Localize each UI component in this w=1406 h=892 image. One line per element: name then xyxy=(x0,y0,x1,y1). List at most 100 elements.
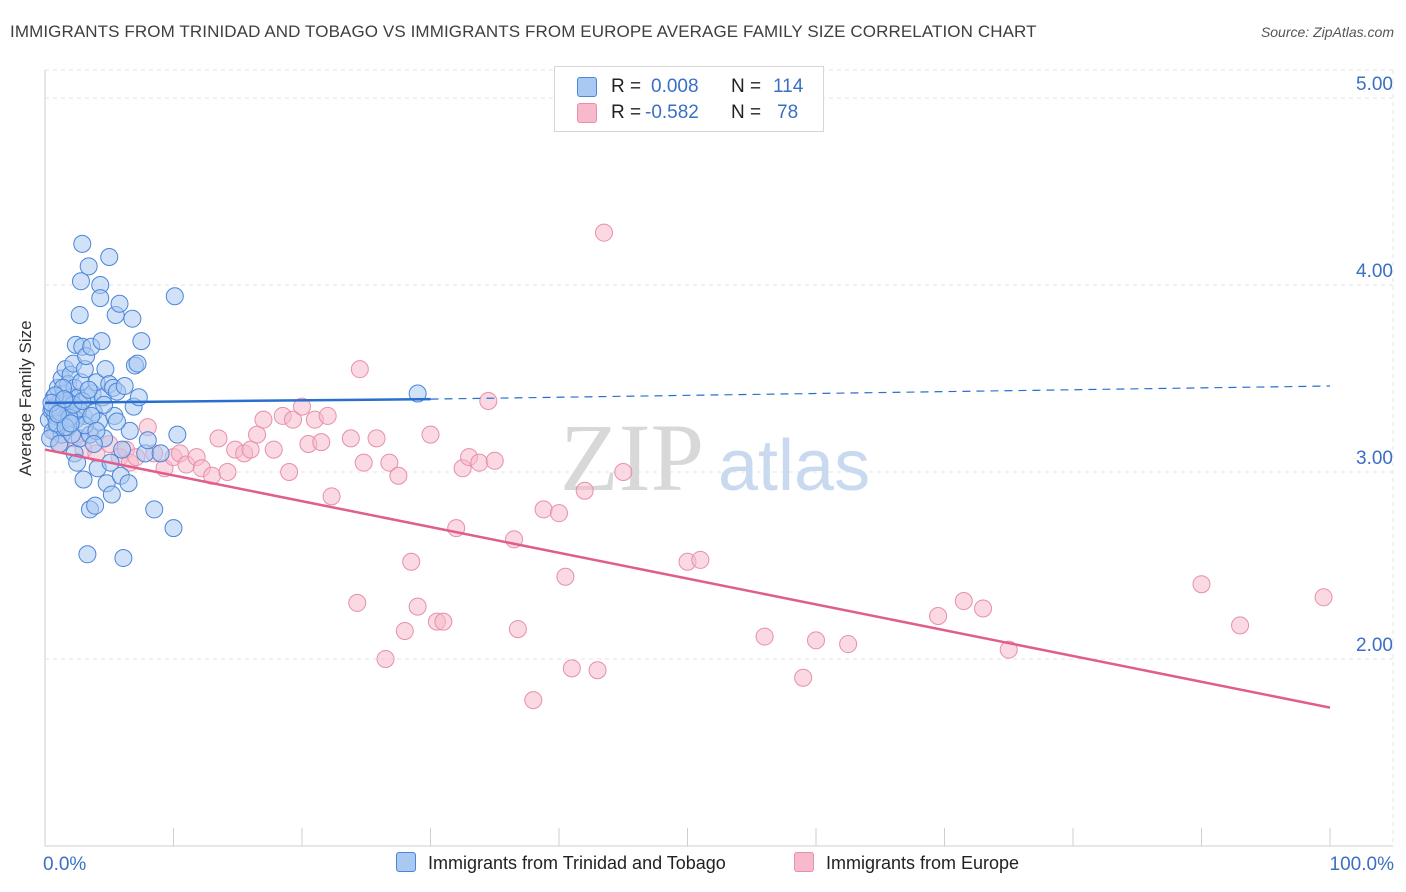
europe-point xyxy=(485,451,504,470)
trinidad-point xyxy=(68,453,87,472)
trinidad-point xyxy=(73,234,92,253)
trinidad-point xyxy=(84,434,103,453)
trinidad-point xyxy=(132,332,151,351)
europe-point xyxy=(614,463,633,482)
europe-point xyxy=(348,593,367,612)
europe-points xyxy=(46,223,1333,710)
europe-point xyxy=(588,661,607,680)
europe-point xyxy=(318,406,337,425)
trinidad-points xyxy=(39,234,427,568)
legend-r-label: R = xyxy=(611,76,642,97)
europe-point xyxy=(954,592,973,611)
europe-point xyxy=(562,659,581,678)
europe-point xyxy=(974,599,993,618)
correlation-legend: R = 0.008 N = 114 R = -0.582 N = 78 xyxy=(554,66,824,132)
europe-point xyxy=(402,552,421,571)
trinidad-point xyxy=(61,414,80,433)
europe-point xyxy=(284,410,303,429)
europe-point xyxy=(524,691,543,710)
legend-n-value: 78 xyxy=(777,102,799,123)
europe-point xyxy=(421,425,440,444)
europe-point xyxy=(209,429,228,448)
trinidad-point xyxy=(48,405,67,424)
trinidad-point xyxy=(79,257,98,276)
europe-point xyxy=(350,360,369,379)
europe-point xyxy=(293,397,311,416)
y-tick-label: 4.00 xyxy=(1356,261,1393,282)
europe-point xyxy=(395,621,414,640)
legend-r-value: 0.008 xyxy=(651,76,699,97)
trinidad-point xyxy=(128,354,147,373)
europe-point xyxy=(376,650,395,669)
europe-point xyxy=(839,635,858,654)
trinidad-point xyxy=(115,377,134,396)
axes-layer xyxy=(44,70,1393,847)
europe-point xyxy=(434,612,453,631)
europe-point xyxy=(408,597,427,616)
trinidad-point xyxy=(70,305,89,324)
trinidad-point xyxy=(74,470,93,489)
legend-n-label: N = xyxy=(731,76,762,97)
europe-point xyxy=(218,463,237,482)
grid-layer xyxy=(45,69,1394,846)
legend-swatch-blue xyxy=(577,77,597,97)
legend-r-label: R = xyxy=(611,102,642,123)
europe-point xyxy=(807,631,825,650)
trinidad-point xyxy=(100,247,119,266)
europe-point xyxy=(508,620,527,639)
trinidad-trend-extension xyxy=(430,385,1331,400)
legend-n-value: 114 xyxy=(773,76,804,97)
trinidad-point xyxy=(123,309,142,328)
europe-point xyxy=(389,466,408,485)
europe-point xyxy=(341,429,360,448)
trinidad-point xyxy=(113,440,132,459)
europe-point xyxy=(248,425,267,444)
x-tick-label: 100.0% xyxy=(1330,854,1395,875)
bottom-legend-europe: Immigrants from Europe xyxy=(794,852,1019,874)
trinidad-point xyxy=(138,431,157,450)
y-tick-label: 5.00 xyxy=(1356,74,1393,95)
trinidad-point xyxy=(79,380,98,399)
trinidad-point xyxy=(151,444,170,463)
europe-trend-line xyxy=(44,448,1331,709)
watermark-atlas: atlas xyxy=(718,426,870,506)
trinidad-point xyxy=(119,474,138,493)
legend-r-value: -0.582 xyxy=(645,102,699,123)
y-tick-label: 3.00 xyxy=(1356,448,1393,469)
trinidad-point xyxy=(120,421,139,440)
trinidad-point xyxy=(164,519,183,538)
europe-point xyxy=(575,481,594,500)
trinidad-point xyxy=(165,287,184,306)
trinidad-point xyxy=(86,496,105,515)
europe-point xyxy=(264,440,283,459)
trinidad-point xyxy=(168,425,187,444)
source-label: Source: ZipAtlas.com xyxy=(1260,24,1394,40)
trinidad-point xyxy=(114,549,133,568)
europe-point xyxy=(254,410,273,429)
bottom-legend-swatch-blue xyxy=(396,852,416,872)
y-tick-label: 2.00 xyxy=(1356,635,1393,656)
bottom-legend-label: Immigrants from Trinidad and Tobago xyxy=(428,853,726,873)
europe-point xyxy=(794,668,813,687)
trinidad-point xyxy=(96,360,115,379)
legend-swatch-pink xyxy=(577,103,597,123)
watermark: ZIP atlas xyxy=(560,404,870,511)
europe-point xyxy=(755,627,774,646)
europe-point xyxy=(556,567,575,586)
chart-title: IMMIGRANTS FROM TRINIDAD AND TOBAGO VS I… xyxy=(10,22,1037,41)
x-tick-label: 0.0% xyxy=(43,854,86,875)
bottom-legend-swatch-pink xyxy=(794,852,814,872)
europe-point xyxy=(312,433,331,452)
europe-point xyxy=(1192,575,1211,594)
europe-point xyxy=(280,463,299,482)
europe-point xyxy=(550,504,568,523)
europe-point xyxy=(241,440,260,459)
bottom-legend-trinidad: Immigrants from Trinidad and Tobago xyxy=(396,852,726,874)
bottom-legend-label: Immigrants from Europe xyxy=(826,853,1020,873)
trinidad-point xyxy=(91,289,110,308)
europe-point xyxy=(470,453,489,472)
trinidad-point xyxy=(102,485,121,504)
europe-point xyxy=(322,487,341,506)
trinidad-point xyxy=(71,272,90,291)
europe-point xyxy=(929,607,948,626)
